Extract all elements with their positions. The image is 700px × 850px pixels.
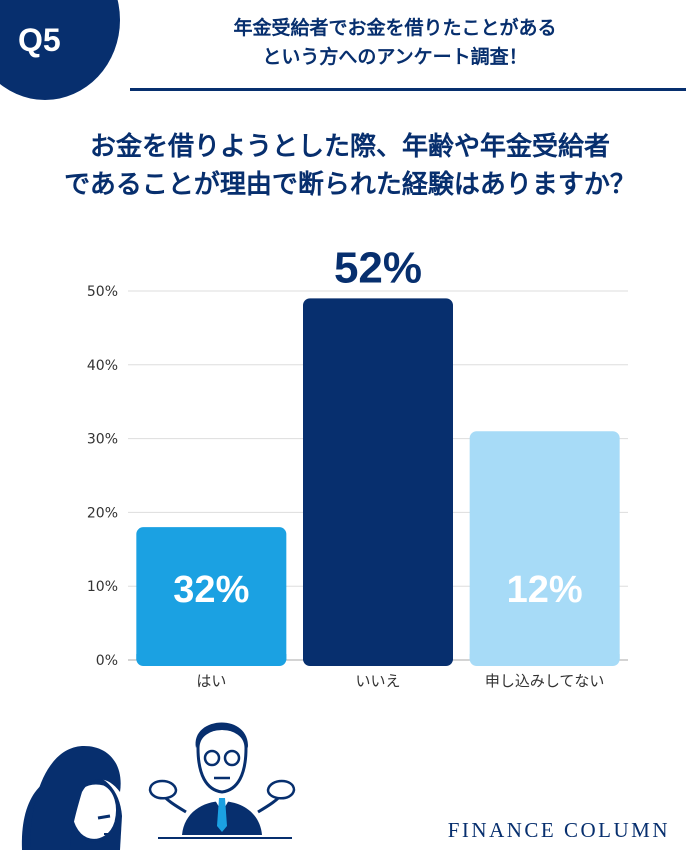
data-label: 52% [334,243,422,292]
question-line-2: であることが理由で断られた経験はありますか？ [64,170,636,200]
category-label: 申し込みしてない [485,672,605,690]
man-illustration [148,722,296,839]
question-title: お金を借りようとした際、年齢や年金受給者 であることが理由で断られた経験はありま… [0,128,700,204]
bar [136,527,287,666]
data-label: 12% [507,569,583,611]
bar [469,431,620,666]
brand-logo: FINANCE COLUMN [447,818,670,842]
woman-illustration [21,745,122,850]
bar [303,298,453,666]
bar-base [469,654,620,660]
question-number: Q5 [18,22,61,58]
header-line-1: 年金受給者でお金を借りたことがある [233,17,557,39]
survey-header: 年金受給者でお金を借りたことがある という方へのアンケート調査！ [140,14,650,72]
y-tick-label: 50% [87,284,118,300]
y-tick-label: 40% [87,358,118,374]
y-tick-label: 20% [87,505,118,521]
header-divider [130,88,686,91]
category-label: いいえ [355,672,400,690]
data-label: 32% [173,569,249,611]
y-tick-label: 30% [87,432,118,448]
question-line-1: お金を借りようとした際、年齢や年金受給者 [89,132,610,162]
y-tick-label: 0% [96,653,118,669]
bar-base [303,654,453,660]
y-tick-label: 10% [87,579,118,595]
header-line-2: という方へのアンケート調査！ [262,46,528,68]
bar-base [136,654,287,660]
category-label: はい [196,672,226,690]
